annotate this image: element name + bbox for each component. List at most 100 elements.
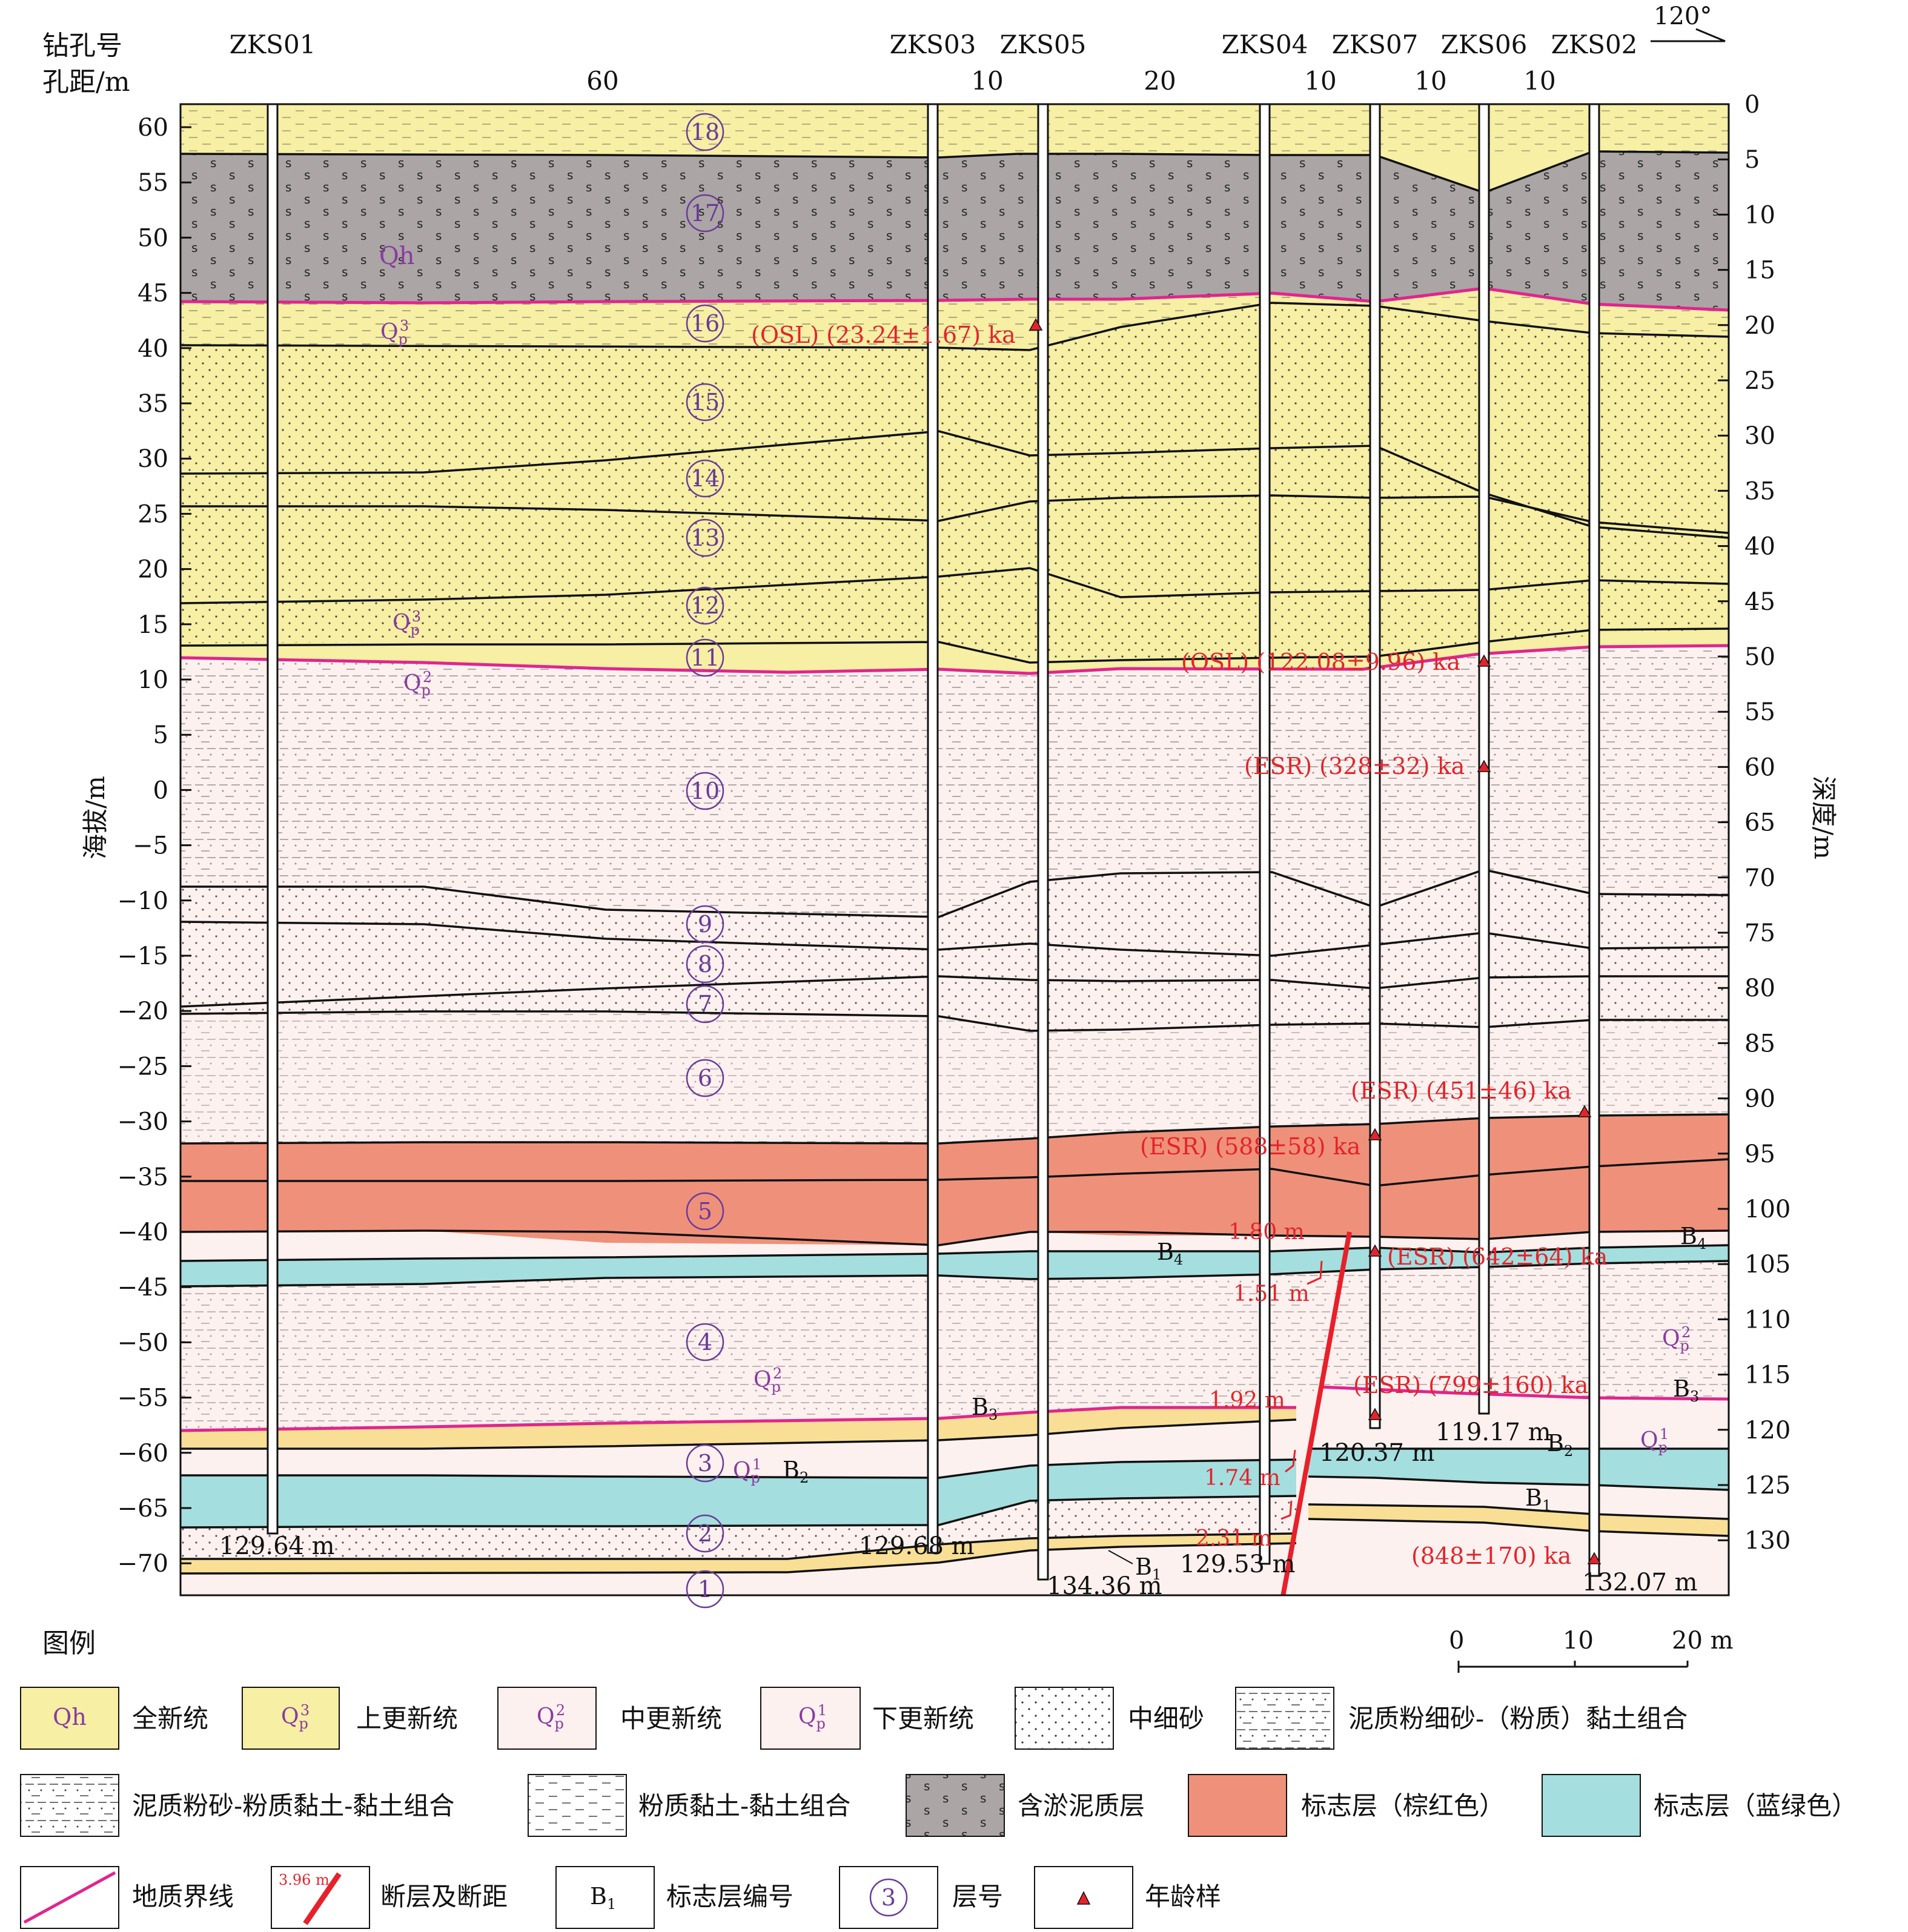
left-tick-label: −5 [133,832,168,860]
spacing-value: 10 [1304,66,1336,96]
borehole-depth: 120.37 m [1319,1439,1435,1467]
layer-number-circle [686,1514,724,1553]
right-tick-label: 60 [1744,753,1775,781]
right-tick-label: 35 [1744,477,1775,505]
svg-text:1.80 m: 1.80 m [1228,1220,1305,1245]
layer-number: 15 [691,389,720,415]
svg-text:(ESR) (451±46) ka: (ESR) (451±46) ka [1351,1077,1571,1104]
spacing-value: 10 [971,66,1003,96]
layer-number: 7 [698,991,712,1017]
layer-number: 5 [698,1198,712,1225]
svg-text:B3: B3 [972,1394,998,1423]
svg-text:Qp2: Qp2 [537,1702,565,1732]
left-tick-label: 25 [137,500,168,528]
qp2-label: Qp2 [403,669,432,699]
layer-number-circle [686,1059,724,1097]
legend-item-label: 中更新统 [620,1704,722,1733]
layer-number: 13 [691,524,720,551]
right-tick-label: 85 [1744,1030,1775,1057]
legend-item-label: 标志层（棕红色） [1301,1791,1505,1821]
spacing-value: 20 [1144,66,1176,96]
spacing-header: 孔距/m [42,67,130,98]
layer-number: 3 [698,1450,712,1477]
legend-item-label: 地质界线 [132,1882,234,1911]
left-tick-label: 0 [153,776,168,804]
legend-item-label: 泥质粉砂-粉质黏土-黏土组合 [132,1791,454,1821]
layer-number-circle [686,383,724,422]
right-axis-title: 深度/m [1809,776,1838,859]
svg-text:(ESR) (588±58) ka: (ESR) (588±58) ka [1140,1133,1360,1160]
borehole-name: ZKS07 [1332,30,1419,59]
layer-number-circle [686,638,724,677]
svg-text:3: 3 [881,1884,896,1911]
left-tick-label: −70 [118,1550,168,1578]
qp2-label: Qp2 [754,1365,782,1395]
layer-number: 9 [698,911,712,938]
svg-text:2.31 m: 2.31 m [1196,1526,1272,1551]
left-tick-label: 20 [137,556,168,584]
legend-item-label: 全新统 [132,1704,208,1733]
qp3-label: Qp3 [393,608,421,638]
right-tick-label: 110 [1744,1306,1790,1334]
spacing-value: 60 [586,66,618,96]
layer-number: 6 [698,1065,712,1091]
right-tick-label: 115 [1744,1361,1790,1389]
left-tick-label: −40 [118,1219,168,1246]
svg-text:1.51 m: 1.51 m [1233,1282,1310,1306]
legend-item-label: 年龄样 [1145,1882,1221,1911]
age-sample-markers [1029,318,1602,1564]
right-tick-label: 105 [1744,1251,1790,1279]
left-tick-label: −30 [118,1108,168,1136]
svg-text:(848±170) ka: (848±170) ka [1411,1543,1571,1569]
fault-legend-icon [303,1872,342,1925]
left-tick-label: −45 [118,1274,168,1302]
left-tick-label: 10 [137,666,168,694]
marker-bed-b4 [181,1245,1729,1286]
layer-number: 11 [691,644,720,671]
borehole-columns [267,104,1600,1581]
left-tick-label: 5 [153,721,168,749]
legend: 图例 Qh 全新统 Qp3 上更新统 Qp2 中更新统 Qp1 下更新统 中细砂… [20,1628,1857,1929]
layer-number-circle [686,985,724,1024]
borehole-depth: 129.68 m [859,1532,975,1560]
layer-number: 10 [691,778,720,804]
layer-number: 4 [698,1329,712,1355]
svg-text:3.96 m: 3.96 m [279,1871,330,1888]
right-tick-label: 20 [1744,312,1775,340]
fault-line [1280,1231,1352,1595]
legend-item-label: 层号 [952,1882,1003,1911]
right-tick-label: 50 [1744,643,1775,671]
right-tick-label: 0 [1744,91,1760,119]
svg-text:0: 0 [1449,1627,1464,1655]
layer-number-circle [686,1570,724,1609]
layer-number-circle [686,518,724,557]
right-tick-label: 10 [1744,201,1775,229]
svg-text:Qp3: Qp3 [281,1702,310,1732]
svg-text:B1: B1 [1135,1553,1161,1583]
right-tick-label: 80 [1744,974,1775,1002]
svg-text:(OSL) (23.24±1.67) ka: (OSL) (23.24±1.67) ka [751,322,1016,348]
svg-text:B1: B1 [1525,1484,1551,1514]
borehole-name: ZKS05 [1000,30,1087,59]
layer-number: 2 [698,1520,712,1547]
layer-number-circle [686,1444,724,1483]
left-tick-label: −65 [118,1495,168,1523]
svg-text:(ESR) (799±160) ka: (ESR) (799±160) ka [1353,1372,1588,1398]
spacing-value: 10 [1523,66,1555,96]
right-tick-label: 5 [1744,146,1760,174]
fault-offset-labels: 1.80 m 1.51 m 1.92 m 1.74 m 2.31 m [1196,1220,1310,1551]
legend-item-label: 中细砂 [1128,1704,1204,1733]
qp1-label: Qp1 [733,1456,761,1486]
borehole-depth: 129.64 m [219,1532,335,1560]
left-tick-label: 45 [137,280,168,308]
layer-boundaries [181,150,1729,1575]
geologic-boundaries [181,286,1729,1432]
qp1-label: Qp1 [1640,1426,1669,1456]
borehole-header: 钻孔号 [42,30,122,61]
borehole-name: ZKS02 [1551,30,1638,59]
qp2-label: Qp2 [1662,1324,1691,1354]
layer-number: 17 [691,200,720,227]
svg-text:Qp1: Qp1 [798,1702,827,1732]
svg-text:B1: B1 [590,1883,616,1913]
right-tick-label: 95 [1744,1140,1775,1168]
